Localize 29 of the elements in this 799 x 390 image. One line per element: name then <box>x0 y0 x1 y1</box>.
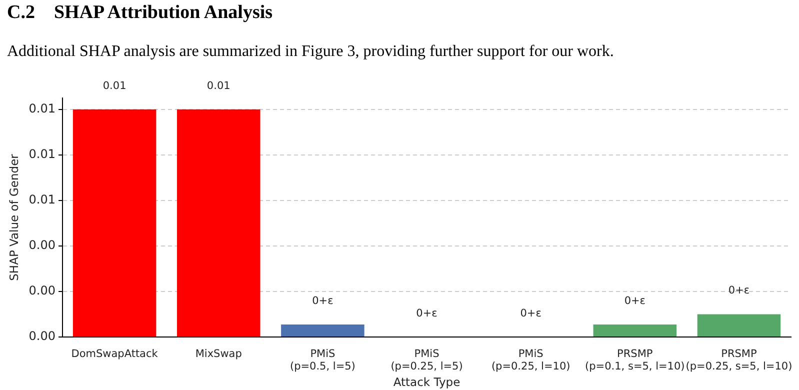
x-tick-label: MixSwap <box>195 348 242 360</box>
data-label: 0+ε <box>728 284 750 297</box>
y-tick-label: 0.01 <box>28 147 56 162</box>
bar <box>281 324 364 336</box>
y-tick-label: 0.00 <box>28 238 56 252</box>
chart-subtitle: Additional SHAP analysis are summarized in Figure 3, providing further support for our work. <box>7 43 614 61</box>
data-label: 0+ε <box>416 307 438 320</box>
x-tick-label: PMiS (p=0.25, l=5) <box>390 348 463 373</box>
x-tick-label: PMiS (p=0.25, l=10) <box>491 348 570 373</box>
x-axis-title: Attack Type <box>393 375 460 390</box>
bar <box>72 109 156 336</box>
x-tick-label: DomSwapAttack <box>71 348 159 360</box>
bar <box>176 109 260 336</box>
data-label: 0.01 <box>206 80 230 92</box>
data-label: 0+ε <box>624 294 646 307</box>
data-label: 0+ε <box>312 294 334 307</box>
x-tick-label: PRSMP (p=0.25, s=5, l=10) <box>686 348 792 373</box>
chart-title: C.2 SHAP Attribution Analysis <box>7 2 273 24</box>
y-axis-title: SHAP Value of Gender <box>6 154 21 281</box>
y-tick-label: 0.00 <box>28 329 56 344</box>
x-tick-label: PMiS (p=0.5, l=5) <box>290 348 356 373</box>
bar <box>593 324 677 336</box>
y-tick-label: 0.00 <box>28 284 56 298</box>
x-tick-label: PRSMP (p=0.1, s=5, l=10) <box>585 348 685 373</box>
y-tick-label: 0.01 <box>28 102 56 116</box>
data-label: 0+ε <box>520 307 542 320</box>
bar <box>697 314 781 336</box>
data-label: 0.01 <box>102 80 126 92</box>
y-tick-label: 0.01 <box>28 192 56 207</box>
